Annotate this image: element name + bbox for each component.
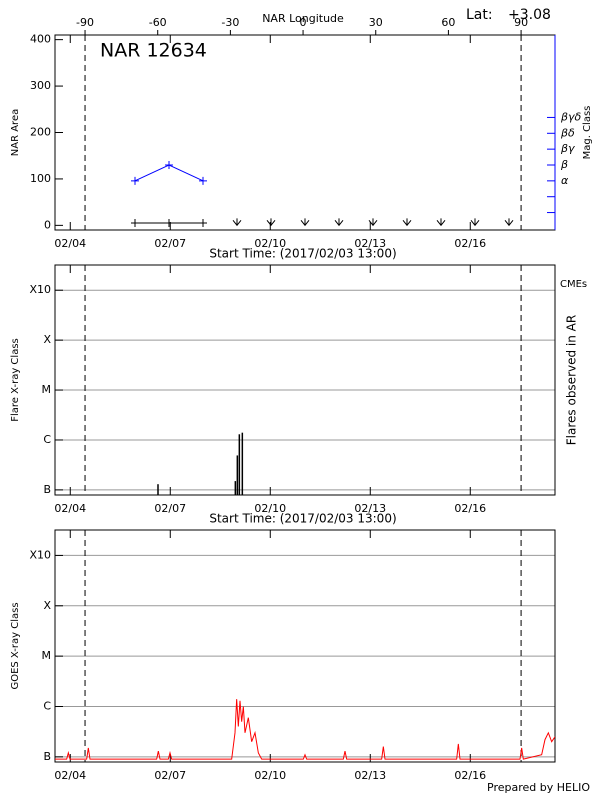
x-tick-label: 02/13 xyxy=(354,769,386,782)
x-tick-label: 02/10 xyxy=(254,769,286,782)
y-axis-label: GOES X-ray Class xyxy=(10,602,21,689)
y-tick-label: 300 xyxy=(30,79,51,92)
x2-tick-label: -90 xyxy=(76,16,94,29)
y-tick-label: C xyxy=(43,699,51,712)
x-tick-label: 02/10 xyxy=(254,502,286,515)
arrow-marker xyxy=(504,218,514,227)
footer: Prepared by HELIO xyxy=(487,781,590,794)
y2-tick-label: βγδ xyxy=(560,110,582,123)
y-tick-label: C xyxy=(43,433,51,446)
y-tick-label: X10 xyxy=(29,548,51,561)
plus-marker xyxy=(131,176,139,185)
plus-marker xyxy=(199,176,207,185)
x2-tick-label: -30 xyxy=(221,16,239,29)
y-tick-label: X xyxy=(43,333,51,346)
x-tick-label: 02/04 xyxy=(54,769,86,782)
lat-label: Lat: xyxy=(466,7,493,23)
x-tick-label: 02/10 xyxy=(254,237,286,250)
y-tick-label: 400 xyxy=(30,33,51,46)
arrow-marker xyxy=(402,218,412,227)
x-axis-label: Start Time: (2017/02/03 13:00) xyxy=(209,247,396,261)
x2-tick-label: 0 xyxy=(300,16,307,29)
x-tick-label: 02/04 xyxy=(54,502,86,515)
arrow-marker xyxy=(368,218,378,227)
y-tick-label: B xyxy=(43,750,51,763)
plus-marker xyxy=(131,219,139,228)
lat-value: +3.08 xyxy=(508,7,551,23)
arrow-marker xyxy=(266,218,276,227)
chart-title: NAR 12634 xyxy=(100,40,207,62)
cme-label: CMEs xyxy=(560,279,587,290)
y-tick-label: M xyxy=(42,383,52,396)
series-line xyxy=(55,699,555,760)
x-tick-label: 02/16 xyxy=(454,502,486,515)
y2-tick-label: α xyxy=(561,174,569,187)
arrow-marker xyxy=(470,218,480,227)
y-tick-label: X10 xyxy=(29,283,51,296)
x-tick-label: 02/13 xyxy=(354,237,386,250)
x-tick-label: 02/07 xyxy=(154,769,186,782)
x2-tick-label: -60 xyxy=(149,16,167,29)
x2-tick-label: 90 xyxy=(514,16,528,29)
y2-axis-label: Mag. Class xyxy=(582,106,593,160)
plus-marker xyxy=(165,161,173,169)
y-tick-label: X xyxy=(43,599,51,612)
x-tick-label: 02/04 xyxy=(54,237,86,250)
x-tick-label: 02/13 xyxy=(354,502,386,515)
y-tick-label: M xyxy=(42,649,52,662)
x2-tick-label: 30 xyxy=(369,16,383,29)
arrow-marker xyxy=(334,218,344,227)
y2-tick-label: β xyxy=(560,158,568,171)
x2-tick-label: 60 xyxy=(441,16,455,29)
y-axis-label: Flare X-ray Class xyxy=(10,338,21,422)
y-tick-label: 100 xyxy=(30,172,51,185)
y-tick-label: B xyxy=(43,483,51,496)
x-tick-label: 02/16 xyxy=(454,769,486,782)
x-tick-label: 02/16 xyxy=(454,237,486,250)
x-axis-label: Start Time: (2017/02/03 13:00) xyxy=(209,512,396,526)
arrow-marker xyxy=(300,218,310,227)
y-axis-label: NAR Area xyxy=(10,109,21,156)
plot-frame xyxy=(54,264,556,496)
y2-tick-label: βγ xyxy=(560,142,575,155)
x-tick-label: 02/07 xyxy=(154,237,186,250)
plot-frame xyxy=(54,529,556,763)
arrow-marker xyxy=(232,218,242,227)
y2-axis-label: Flares observed in AR xyxy=(565,315,579,445)
arrow-marker xyxy=(436,218,446,227)
y-tick-label: 200 xyxy=(30,126,51,139)
plot-frame xyxy=(54,34,556,231)
x-tick-label: 02/07 xyxy=(154,502,186,515)
y2-tick-label: βδ xyxy=(560,126,575,139)
y-tick-label: 0 xyxy=(44,218,51,231)
plus-marker xyxy=(199,219,207,228)
x2-axis-label: NAR Longitude xyxy=(262,12,344,25)
plus-marker xyxy=(165,219,173,228)
